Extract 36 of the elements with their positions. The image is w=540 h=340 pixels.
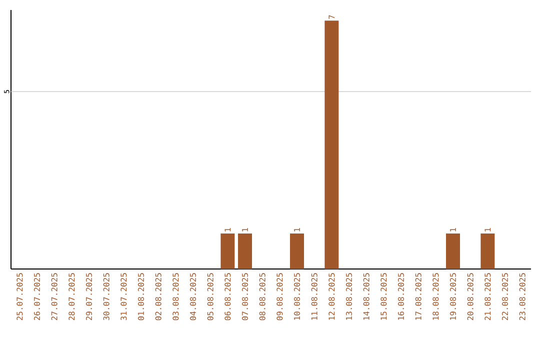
x-tick-label: 22.08.2025 <box>502 273 508 320</box>
x-tick-label: 02.08.2025 <box>155 273 162 320</box>
x-tick-label: 28.07.2025 <box>68 273 75 320</box>
x-tick-label: 16.08.2025 <box>398 273 404 320</box>
x-tick-label: 04.08.2025 <box>190 273 196 320</box>
x-tick-label: 13.08.2025 <box>346 273 352 320</box>
data-label: 7 <box>328 15 335 19</box>
x-tick-label: 20.08.2025 <box>467 273 474 320</box>
data-label: 1 <box>450 228 456 232</box>
data-label: 1 <box>242 228 248 232</box>
x-tick-label: 03.08.2025 <box>172 273 179 320</box>
x-tick-label: 17.08.2025 <box>415 273 422 320</box>
x-tick-label: 06.08.2025 <box>224 273 231 320</box>
data-label: 1 <box>224 228 231 232</box>
x-tick-label: 15.08.2025 <box>380 273 387 320</box>
x-tick-label: 21.08.2025 <box>484 273 491 320</box>
x-tick-label: 05.08.2025 <box>207 273 214 320</box>
x-tick-label: 07.08.2025 <box>242 273 248 320</box>
x-tick-label: 10.08.2025 <box>294 273 300 320</box>
x-tick-label: 30.07.2025 <box>103 273 110 320</box>
x-tick-label: 11.08.2025 <box>311 273 318 320</box>
x-tick-label: 27.07.2025 <box>51 273 58 320</box>
x-tick-label: 18.08.2025 <box>432 273 439 320</box>
x-tick-label: 25.07.2025 <box>16 273 23 320</box>
x-tick-label: 12.08.2025 <box>328 273 335 320</box>
x-tick-label: 26.07.2025 <box>34 273 40 320</box>
x-tick-label: 31.07.2025 <box>120 273 127 320</box>
x-tick-label: 19.08.2025 <box>450 273 456 320</box>
x-tick-label: 09.08.2025 <box>276 273 283 320</box>
data-label: 1 <box>484 228 491 232</box>
x-tick-label: 29.07.2025 <box>86 273 92 320</box>
x-tick-label: 14.08.2025 <box>363 273 370 320</box>
x-tick-label: 23.08.2025 <box>519 273 526 320</box>
x-tick-label: 08.08.2025 <box>259 273 266 320</box>
data-label: 1 <box>294 228 300 232</box>
x-tick-label: 01.08.2025 <box>138 273 144 320</box>
